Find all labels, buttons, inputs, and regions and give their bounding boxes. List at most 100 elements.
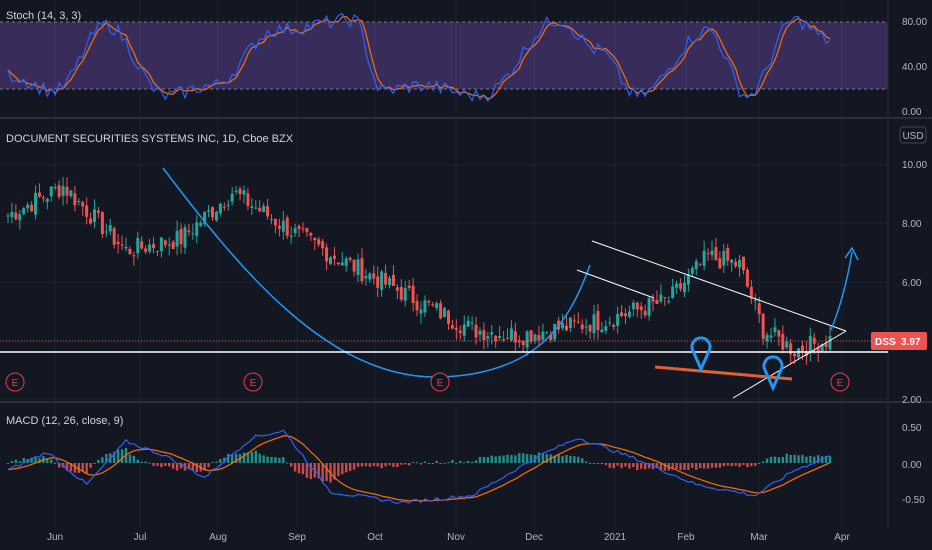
candle-body: [222, 206, 226, 208]
candle-body: [336, 262, 340, 264]
candle-body: [482, 330, 486, 341]
candle-body: [757, 303, 761, 315]
candle-body: [148, 244, 152, 252]
candle-body: [494, 335, 498, 342]
candle-body: [368, 273, 372, 280]
candle-body: [85, 205, 89, 217]
stoch-title: Stoch (14, 3, 3): [6, 10, 81, 22]
candle-body: [525, 331, 529, 348]
candle-body: [242, 190, 246, 195]
macd-histogram-bar: [459, 460, 462, 463]
macd-histogram-bar: [435, 460, 438, 463]
earnings-icon[interactable]: E: [5, 372, 25, 392]
candle-body: [773, 327, 777, 333]
macd-histogram-bar: [494, 456, 497, 463]
candle-body: [490, 332, 494, 335]
macd-histogram-bar: [179, 463, 183, 469]
candle-body: [144, 248, 148, 252]
time-axis-tick: Apr: [834, 532, 850, 543]
macd-histogram-bar: [813, 456, 816, 463]
candle-body: [108, 225, 112, 232]
macd-histogram-bar: [797, 455, 800, 463]
candle-body: [686, 274, 690, 285]
macd-histogram-bar: [234, 453, 238, 463]
candle-body: [411, 285, 415, 304]
candle-body: [537, 335, 541, 341]
macd-histogram-bar: [439, 463, 442, 464]
macd-histogram-bar: [600, 463, 604, 465]
candle-body: [372, 273, 376, 279]
candle-body: [789, 343, 793, 355]
macd-histogram-bar: [356, 463, 360, 467]
stoch-axis-tick: 40.00: [902, 62, 927, 73]
macd-histogram-bar: [116, 449, 120, 463]
candle-body: [797, 348, 801, 358]
macd-histogram-bar: [447, 462, 450, 464]
time-axis-tick: 2021: [604, 532, 627, 543]
macd-histogram-bar: [581, 458, 584, 463]
candle-body: [734, 261, 738, 267]
candle-body: [667, 301, 671, 303]
macd-histogram-bar: [164, 463, 167, 466]
macd-histogram-bar: [392, 463, 395, 468]
macd-histogram-bar: [640, 463, 643, 469]
candle-body: [254, 207, 258, 209]
macd-histogram-bar: [490, 455, 493, 463]
candle-body: [415, 301, 419, 311]
macd-histogram-bar: [152, 463, 155, 466]
candle-body: [580, 324, 584, 330]
candle-body: [124, 246, 128, 249]
macd-histogram-bar: [643, 463, 647, 470]
candle-body: [230, 193, 234, 202]
time-axis-tick: Feb: [677, 532, 695, 543]
macd-histogram-bar: [726, 463, 729, 466]
macd-histogram-bar: [140, 461, 143, 463]
candle-body: [706, 253, 710, 255]
candle-body: [647, 298, 651, 316]
candle-body: [478, 330, 482, 335]
macd-histogram-bar: [69, 463, 73, 472]
candle-body: [824, 343, 828, 347]
candle-body: [26, 204, 30, 209]
candle-body: [73, 193, 77, 206]
candle-body: [765, 334, 769, 342]
macd-histogram-bar: [738, 463, 741, 467]
earnings-icon[interactable]: E: [430, 372, 450, 392]
candle-body: [576, 321, 580, 323]
macd-histogram-bar: [474, 460, 478, 463]
last-price-box: DSS - 3.97: [871, 332, 927, 350]
downtrend-line: [591, 240, 847, 332]
candle-body: [753, 300, 757, 302]
macd-histogram-bar: [230, 454, 234, 463]
macd-histogram-bar: [746, 463, 749, 468]
candle-body: [65, 186, 69, 196]
macd-axis-tick: 0.00: [902, 460, 922, 471]
uptrend-line: [732, 330, 847, 399]
macd-histogram-bar: [101, 457, 104, 463]
candle-body: [730, 259, 734, 263]
currency-label: USD: [902, 131, 923, 142]
macd-histogram-bar: [706, 463, 710, 469]
macd-histogram-bar: [636, 463, 639, 471]
macd-histogram-bar: [718, 463, 722, 468]
candle-body: [450, 325, 454, 329]
macd-histogram-bar: [750, 463, 753, 467]
candle-body: [651, 298, 655, 302]
candle-body: [592, 314, 596, 334]
macd-histogram-bar: [30, 457, 33, 463]
candle-body: [572, 320, 576, 322]
candle-body: [584, 326, 588, 328]
candle-body: [309, 233, 313, 236]
earnings-icon[interactable]: E: [243, 372, 263, 392]
candle-body: [14, 212, 18, 220]
currency-button[interactable]: USD: [899, 126, 927, 144]
candle-body: [604, 326, 608, 331]
macd-histogram-bar: [372, 463, 375, 466]
macd-histogram-bar: [46, 458, 49, 463]
candle-body: [710, 250, 714, 256]
earnings-icon[interactable]: E: [830, 372, 850, 392]
macd-histogram-bar: [655, 463, 659, 469]
candle-body: [702, 250, 706, 266]
